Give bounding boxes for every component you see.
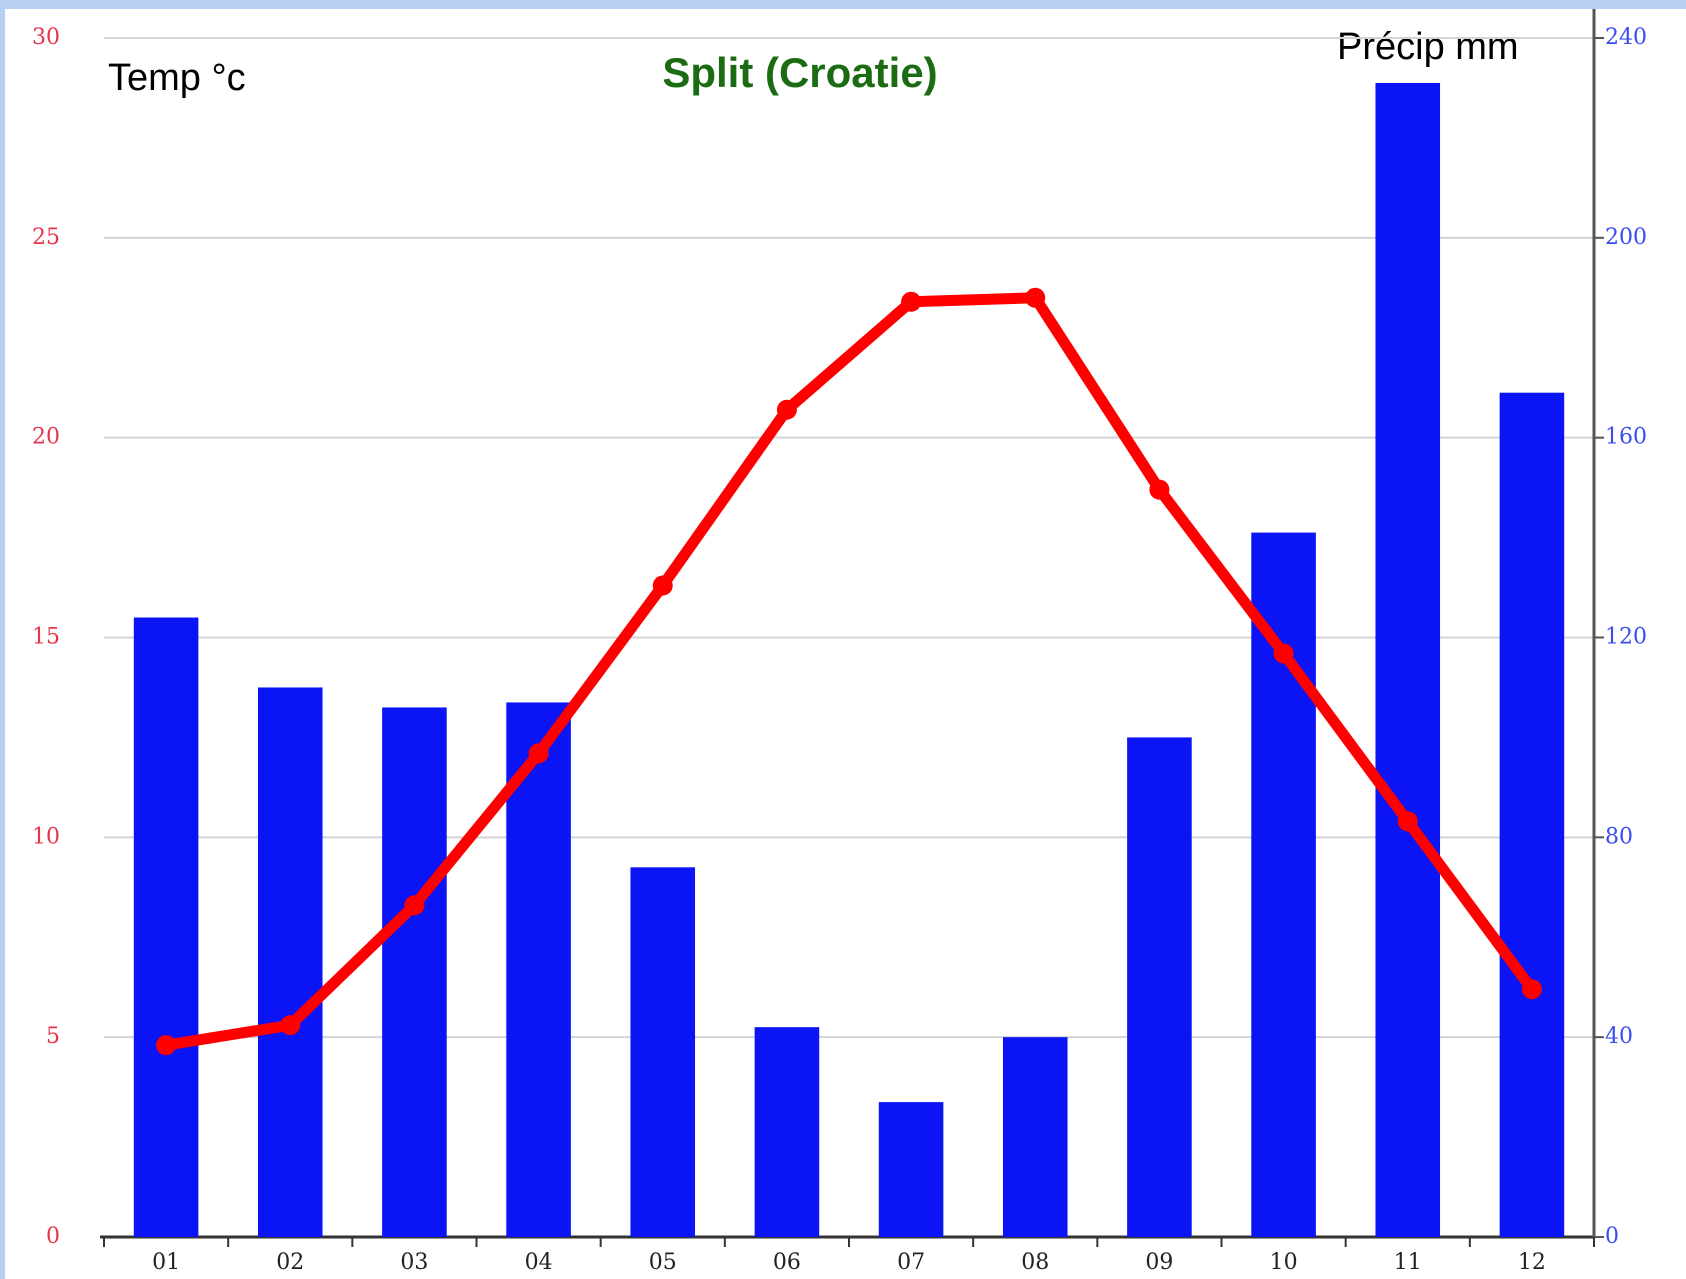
- line-point: [528, 743, 549, 764]
- bar: [1251, 532, 1316, 1237]
- y2-tick-label: 80: [1605, 824, 1633, 849]
- frame-top: [0, 0, 1686, 9]
- bar: [878, 1102, 944, 1237]
- x-tick-label: 06: [773, 1250, 801, 1275]
- line-point: [404, 895, 425, 916]
- bar: [506, 702, 571, 1237]
- x-tick-label: 02: [276, 1250, 304, 1275]
- x-tick-label: 10: [1270, 1250, 1298, 1275]
- y-tick-label: 25: [32, 225, 60, 250]
- y-tick-label: 20: [32, 425, 60, 450]
- y2-tick-label: 160: [1605, 425, 1647, 450]
- line-point: [776, 399, 797, 420]
- y-axis-label: Temp °c: [108, 57, 246, 99]
- bar: [257, 687, 323, 1237]
- bar: [1002, 1037, 1068, 1237]
- line-point: [1521, 979, 1542, 1000]
- bar: [630, 867, 696, 1237]
- x-tick-label: 11: [1394, 1250, 1422, 1275]
- bar: [1375, 82, 1441, 1237]
- y2-tick-label: 40: [1605, 1024, 1633, 1049]
- line-point: [1149, 479, 1170, 500]
- y2-tick-label: 0: [1605, 1224, 1619, 1249]
- bar: [1127, 737, 1192, 1237]
- line-point: [1397, 811, 1418, 832]
- y2-tick-label: 120: [1605, 625, 1647, 650]
- x-tick-label: 01: [152, 1250, 180, 1275]
- y-tick-label: 30: [32, 25, 60, 50]
- y-tick-label: 5: [46, 1024, 60, 1049]
- y-tick-label: 0: [46, 1224, 60, 1249]
- x-tick-label: 09: [1145, 1250, 1173, 1275]
- x-tick-label: 07: [897, 1250, 925, 1275]
- y2-tick-label: 200: [1605, 225, 1647, 250]
- x-tick-label: 04: [525, 1250, 553, 1275]
- line: [160, 292, 1538, 1051]
- line-point: [901, 291, 922, 312]
- line-point: [280, 1015, 301, 1036]
- x-tick-label: 08: [1021, 1250, 1049, 1275]
- chart-title: Split (Croatie): [662, 49, 937, 96]
- bar: [382, 707, 447, 1237]
- line-point: [652, 575, 673, 596]
- y-tick-label: 15: [32, 625, 60, 650]
- line-point: [1273, 643, 1294, 664]
- bar: [133, 617, 199, 1237]
- line-point: [1025, 287, 1046, 308]
- y2-axis-label: Précip mm: [1337, 26, 1519, 68]
- frame-left: [0, 0, 5, 1279]
- x-tick-label: 05: [649, 1250, 677, 1275]
- y2-tick-label: 240: [1605, 25, 1647, 50]
- x-tick-label: 12: [1518, 1250, 1546, 1275]
- y-tick-label: 10: [32, 824, 60, 849]
- bar: [754, 1027, 820, 1237]
- bar: [1499, 392, 1565, 1237]
- line-point: [156, 1035, 177, 1056]
- x-tick-label: 03: [400, 1250, 428, 1275]
